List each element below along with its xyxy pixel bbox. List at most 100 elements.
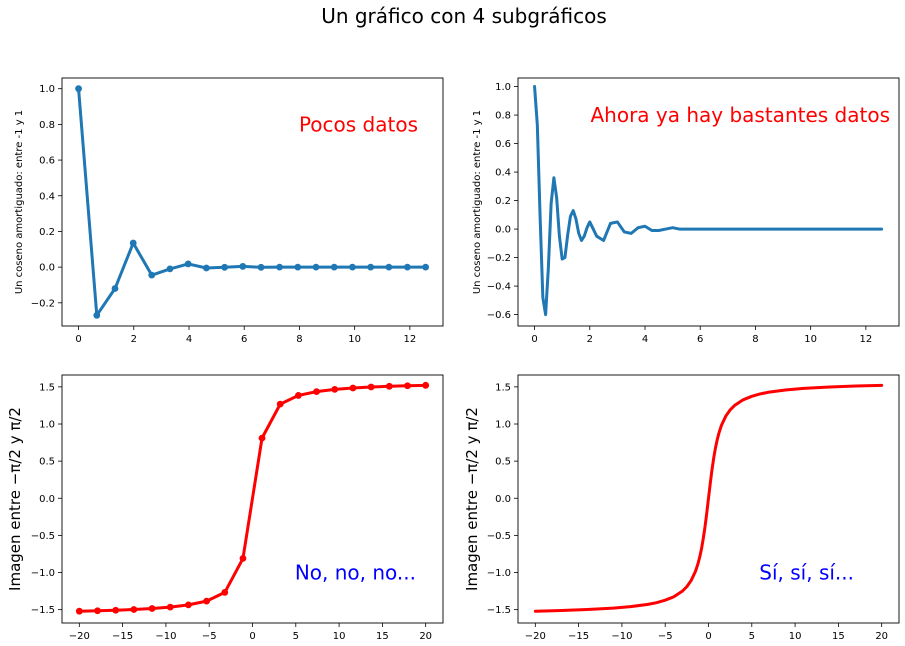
x-tick-label: 0 (249, 631, 255, 642)
y-tick-label: 0.5 (39, 457, 55, 468)
y-axis-label: Un coseno amortiguado: entre -1 y 1 (472, 110, 483, 294)
x-tick-label: 15 (832, 631, 845, 642)
y-tick-label: 0.6 (495, 139, 511, 150)
y-tick-label: −1.5 (487, 605, 511, 616)
data-point (184, 260, 192, 268)
axes-frame (517, 77, 900, 327)
data-point (331, 386, 339, 393)
data-point (276, 400, 284, 408)
data-point (94, 607, 101, 615)
data-point (239, 263, 247, 270)
y-tick-label: 1.5 (495, 382, 511, 393)
x-tick-label: 6 (241, 334, 247, 345)
y-tick-label: −1.0 (487, 568, 511, 579)
y-tick-label: 0.4 (495, 168, 511, 179)
subplots: 0 2 4 6 8 10 12 −0.2 0.0 0.2 0.4 0.6 0.8 1.0 Un coseno… (6, 77, 900, 642)
y-tick-label: −0.5 (31, 531, 55, 542)
x-tick-label: −20 (69, 631, 90, 642)
x-tick-label: −5 (202, 631, 217, 642)
data-point (129, 239, 137, 247)
x-tick-label: 20 (419, 631, 432, 642)
data-point (422, 263, 430, 271)
y-tick-label: −0.2 (31, 298, 55, 309)
data-point (422, 381, 430, 389)
x-tick-label: −10 (155, 631, 176, 642)
data-point (130, 606, 138, 613)
data-point (202, 264, 210, 272)
data-point (166, 265, 174, 273)
x-tick-label: 2 (131, 334, 137, 345)
annotation: Ahora ya hay bastantes datos (590, 103, 890, 127)
x-tick-label: −10 (611, 631, 632, 642)
data-point (312, 263, 320, 271)
data-point (367, 383, 375, 391)
data-point (93, 311, 101, 319)
data-point (349, 263, 356, 271)
data-point (239, 555, 247, 562)
x-tick-label: −15 (112, 631, 133, 642)
x-tick-label: 8 (296, 334, 302, 345)
x-tick-label: 15 (376, 631, 389, 642)
x-tick-label: 0 (75, 334, 81, 345)
x-tick-label: 4 (642, 334, 648, 345)
data-point (75, 85, 82, 93)
y-tick-label: 1.0 (39, 84, 55, 95)
annotation: Pocos datos (299, 112, 418, 136)
x-tick-label: 0 (705, 631, 711, 642)
data-point (257, 263, 265, 271)
axes-frame (61, 77, 444, 327)
annotation: No, no, no... (295, 561, 416, 585)
data-point (385, 263, 393, 271)
y-tick-label: 0.0 (495, 494, 511, 505)
series-line (533, 383, 884, 613)
y-tick-label: −0.2 (487, 253, 511, 264)
y-tick-label: 0.2 (495, 196, 511, 207)
data-point (203, 597, 211, 605)
data-point (148, 271, 156, 279)
x-tick-label: 10 (789, 631, 802, 642)
y-tick-label: −0.5 (487, 531, 511, 542)
x-tick-label: 10 (348, 334, 361, 345)
x-tick-label: 0 (531, 334, 537, 345)
y-tick-label: 0.8 (39, 120, 55, 131)
data-point (349, 384, 357, 392)
x-tick-label: 10 (333, 631, 346, 642)
y-tick-label: 0.8 (495, 111, 511, 122)
y-tick-label: 1.0 (495, 82, 511, 93)
data-point (403, 263, 411, 271)
data-point (294, 263, 302, 271)
data-point (221, 589, 229, 596)
y-tick-label: −0.6 (487, 310, 511, 321)
subplot-bottom-right: −20 −15 −10 −5 0 5 10 15 20 −1.5 −1.0 −0.5 0.0 0.5 1.0… (463, 374, 900, 642)
y-tick-label: 0.0 (39, 263, 55, 274)
data-point (112, 606, 120, 614)
data-point (258, 434, 266, 442)
data-point (75, 607, 83, 615)
y-tick-label: 0.6 (39, 156, 55, 167)
y-tick-label: 0.5 (495, 457, 511, 468)
x-tick-label: 8 (752, 334, 758, 345)
x-tick-label: 10 (804, 334, 817, 345)
x-tick-label: −15 (568, 631, 589, 642)
y-axis-label: Imagen entre −π/2 y π/2 (463, 407, 481, 591)
data-point (166, 603, 174, 611)
data-point (330, 263, 338, 271)
data-point (367, 263, 375, 271)
x-tick-label: 2 (587, 334, 593, 345)
x-tick-label: 4 (186, 334, 192, 345)
data-point (185, 601, 192, 609)
y-tick-label: −1.5 (31, 605, 55, 616)
subplot-top-left: 0 2 4 6 8 10 12 −0.2 0.0 0.2 0.4 0.6 0.8 1.0 Un coseno… (14, 77, 444, 345)
subplot-bottom-left: −20 −15 −10 −5 0 5 10 15 20 −1.5 −1.0 −0.5 0.0 0.5 1.0… (6, 374, 444, 642)
y-axis-label: Un coseno amortiguado: entre -1 y 1 (14, 110, 25, 294)
y-tick-label: −0.4 (487, 282, 511, 293)
x-tick-label: 5 (293, 631, 299, 642)
y-tick-label: 0.0 (495, 225, 511, 236)
data-point (294, 392, 302, 399)
series-line (533, 85, 884, 317)
x-tick-label: 20 (875, 631, 888, 642)
data-point (111, 285, 119, 292)
y-tick-label: 1.5 (39, 382, 55, 393)
suptitle: Un gráfico con 4 subgráficos (321, 4, 607, 28)
